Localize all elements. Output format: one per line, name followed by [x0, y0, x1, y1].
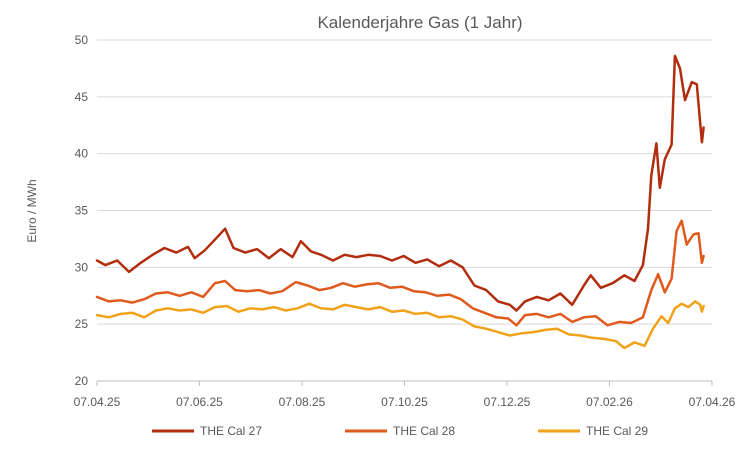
legend-label: THE Cal 28: [393, 424, 455, 438]
x-tick-label: 07.08.25: [279, 395, 326, 409]
y-axis-label: Euro / MWh: [25, 179, 39, 242]
series-line-the-cal-28: [95, 219, 705, 327]
series-line-the-cal-29: [95, 300, 705, 350]
x-tick-label: 07.12.25: [484, 395, 531, 409]
grid-lines: [97, 39, 712, 325]
y-tick-label: 35: [75, 204, 89, 218]
legend-label: THE Cal 29: [586, 424, 648, 438]
chart-title: Kalenderjahre Gas (1 Jahr): [317, 13, 522, 32]
x-axis: 07.04.25 07.06.25 07.08.25 07.10.25 07.12.25…: [74, 380, 736, 409]
x-tick-label: 07.06.25: [176, 395, 223, 409]
x-tick-label: 07.04.26: [689, 395, 736, 409]
x-tick-label: 07.04.25: [74, 395, 121, 409]
x-tick-label: 07.02.26: [586, 395, 633, 409]
y-tick-label: 20: [75, 374, 89, 388]
y-tick-label: 40: [75, 147, 89, 161]
y-tick-label: 45: [75, 90, 89, 104]
legend: THE Cal 27 THE Cal 28 THE Cal 29: [152, 424, 648, 438]
series-group: [95, 54, 705, 350]
x-tick-label: 07.10.25: [381, 395, 428, 409]
y-tick-label: 25: [75, 317, 89, 331]
y-tick-label: 50: [75, 33, 89, 47]
y-axis: 20 25 30 35 40 45 50: [75, 33, 89, 388]
y-tick-label: 30: [75, 260, 89, 274]
legend-label: THE Cal 27: [200, 424, 262, 438]
series-line-the-cal-27: [95, 54, 705, 312]
